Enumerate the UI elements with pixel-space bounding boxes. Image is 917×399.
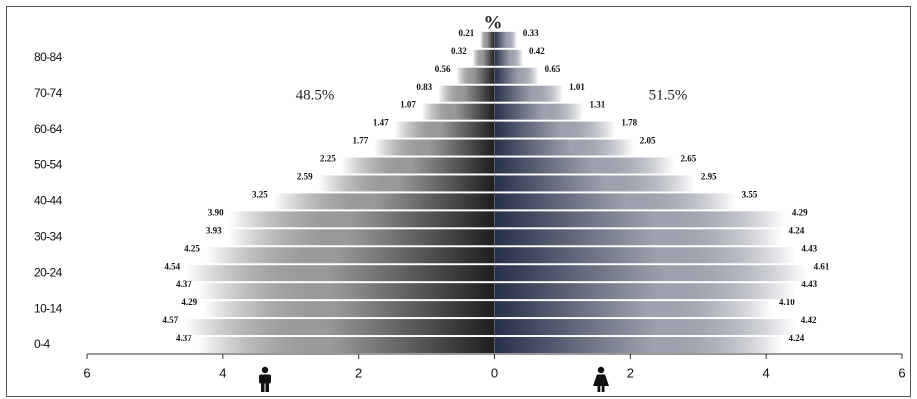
data-label: 0.56 — [435, 64, 451, 74]
bar — [197, 337, 495, 353]
bar — [494, 283, 796, 300]
bar — [341, 157, 495, 174]
x-tick-label: 4 — [219, 365, 226, 380]
bar — [494, 49, 524, 66]
data-label: 4.29 — [792, 207, 808, 217]
x-tick-label: 0 — [491, 365, 498, 380]
data-label: 4.43 — [801, 243, 817, 253]
data-label: 3.55 — [742, 189, 758, 199]
y-tick-label: 70-74 — [34, 86, 63, 100]
bar — [203, 301, 495, 318]
data-label: 4.10 — [779, 297, 795, 307]
bar — [494, 301, 773, 318]
bar — [456, 67, 495, 84]
data-label: 4.43 — [801, 279, 817, 289]
chart-title: % — [484, 12, 503, 33]
data-label: 1.77 — [353, 136, 369, 146]
y-tick-label: 40-44 — [34, 194, 63, 208]
bar — [494, 247, 796, 264]
data-label: 4.57 — [162, 315, 178, 325]
chart-frame — [6, 6, 911, 397]
bar — [494, 319, 795, 336]
annotation: 48.5% — [296, 87, 335, 103]
x-tick-label: 2 — [355, 365, 362, 380]
data-label: 2.95 — [701, 172, 717, 182]
y-tick-label: 80-84 — [34, 50, 63, 64]
data-label: 0.83 — [416, 82, 432, 92]
data-label: 1.47 — [373, 118, 389, 128]
bar — [494, 31, 517, 48]
bar — [184, 319, 495, 336]
data-label: 4.37 — [176, 279, 192, 289]
bar — [273, 193, 495, 210]
data-label: 0.33 — [523, 28, 539, 38]
data-label: 3.25 — [252, 189, 268, 199]
bar — [494, 193, 736, 210]
bar — [438, 85, 495, 102]
data-label: 0.42 — [529, 46, 545, 56]
x-tick-label: 6 — [898, 365, 905, 380]
bar — [197, 283, 495, 300]
bar — [318, 175, 495, 192]
bar — [480, 31, 495, 48]
bar — [374, 139, 495, 156]
data-label: 2.59 — [297, 172, 313, 182]
data-label: 1.01 — [569, 82, 585, 92]
data-label: 3.90 — [208, 207, 224, 217]
x-tick-label: 4 — [763, 365, 770, 380]
bar — [494, 157, 675, 174]
data-label: 0.32 — [451, 46, 467, 56]
male-icon — [259, 366, 271, 392]
data-label: 2.65 — [680, 154, 696, 164]
bar — [494, 121, 616, 138]
bar — [472, 49, 495, 66]
bar — [494, 337, 783, 353]
annotation: 51.5% — [649, 87, 688, 103]
bar — [494, 211, 786, 228]
bar — [494, 139, 634, 156]
data-label: 2.05 — [640, 136, 656, 146]
data-label: 0.21 — [458, 28, 474, 38]
y-tick-label: 50-54 — [34, 158, 63, 172]
data-label: 0.65 — [545, 64, 561, 74]
y-tick-label: 60-64 — [34, 122, 63, 136]
data-label: 1.31 — [589, 100, 605, 110]
data-label: 1.07 — [400, 100, 416, 110]
data-label: 2.25 — [320, 154, 336, 164]
data-label: 1.78 — [621, 118, 637, 128]
bar — [494, 67, 539, 84]
y-tick-label: 20-24 — [34, 265, 63, 279]
y-tick-label: 0-4 — [34, 337, 50, 351]
bar — [205, 247, 495, 264]
data-label: 4.54 — [164, 261, 180, 271]
bar — [421, 103, 495, 120]
data-label: 4.29 — [181, 297, 197, 307]
x-tick-label: 6 — [83, 365, 90, 380]
bar — [494, 265, 808, 282]
bar — [494, 85, 564, 102]
bar — [494, 175, 695, 192]
data-label: 4.37 — [176, 333, 192, 343]
bar — [494, 229, 783, 246]
data-label: 4.24 — [788, 333, 804, 343]
data-label: 3.93 — [206, 225, 222, 235]
y-tick-label: 10-14 — [34, 301, 63, 315]
data-label: 4.42 — [801, 315, 817, 325]
data-label: 4.25 — [184, 243, 200, 253]
bar — [229, 211, 495, 228]
bar — [494, 103, 584, 120]
bar — [227, 229, 495, 246]
bar — [186, 265, 495, 282]
female-icon — [593, 366, 609, 392]
data-label: 4.24 — [788, 225, 804, 235]
y-tick-label: 30-34 — [34, 229, 63, 243]
bar — [394, 121, 495, 138]
x-tick-label: 2 — [627, 365, 634, 380]
data-label: 4.61 — [814, 261, 830, 271]
